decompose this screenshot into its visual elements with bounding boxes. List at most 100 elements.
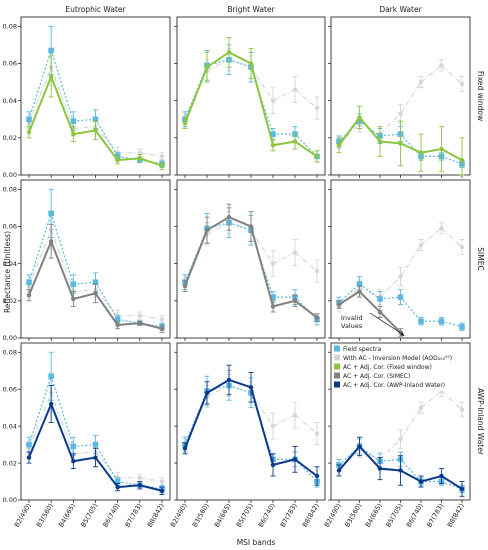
simec-point <box>248 224 254 229</box>
fixed-line <box>250 63 274 146</box>
simec-point <box>93 291 98 296</box>
inversion-line <box>206 384 230 398</box>
inversion-line <box>441 227 463 248</box>
x-tick-label: B6(740) <box>257 502 277 529</box>
awp-point <box>93 455 98 460</box>
y-tick-label: 0.06 <box>3 385 17 393</box>
annotation-text: Invalid Values <box>341 314 363 330</box>
simec-point <box>314 315 320 320</box>
field-point <box>114 316 121 323</box>
inversion-line <box>250 229 274 264</box>
inversion-line <box>272 251 296 265</box>
inversion-line <box>228 222 252 231</box>
awp-point <box>71 459 76 464</box>
inversion-line <box>294 414 318 434</box>
inversion-line <box>206 59 230 72</box>
inversion-line <box>420 64 442 83</box>
x-tick-label: B2(490) <box>323 502 343 529</box>
field-line <box>359 283 381 300</box>
awp-line <box>358 445 381 470</box>
inversion-line <box>50 392 74 455</box>
field-point <box>92 441 99 448</box>
y-tick-label: 0.04 <box>3 97 17 105</box>
awp-point <box>48 401 54 407</box>
y-tick-label: 0.02 <box>3 134 17 142</box>
inversion-point <box>459 407 465 412</box>
inversion-line <box>228 59 252 68</box>
awp-point <box>314 473 320 479</box>
simec-line <box>28 240 53 296</box>
field-point <box>114 478 121 485</box>
inversion-line <box>139 315 163 321</box>
fixed-line <box>228 51 252 65</box>
row-title: Fixed window <box>476 71 485 121</box>
field-point <box>26 441 32 448</box>
field-point <box>418 318 424 325</box>
fixed-line <box>50 76 75 135</box>
fixed-point <box>226 50 232 55</box>
simec-point <box>26 293 32 298</box>
x-tick-label: B7(783) <box>124 502 144 529</box>
field-line <box>28 213 52 283</box>
x-tick-label: B2(490) <box>13 502 33 529</box>
simec-point <box>48 239 54 244</box>
x-tick-label: B8(842) <box>301 502 321 529</box>
field-point <box>48 210 54 217</box>
fixed-point <box>159 163 165 168</box>
annotation-arrowhead <box>400 332 405 337</box>
field-point <box>397 294 404 300</box>
inversion-line <box>139 152 163 158</box>
simec-point <box>226 214 232 220</box>
inversion-point <box>418 79 424 85</box>
y-tick-label: 0.06 <box>3 60 17 68</box>
awp-line <box>73 456 96 463</box>
y-tick-label: 0.06 <box>3 223 17 231</box>
inversion-point <box>159 479 165 484</box>
simec-line <box>94 292 119 326</box>
fixed-line <box>420 147 442 154</box>
inversion-line <box>379 438 401 460</box>
fixed-line <box>294 140 318 158</box>
inversion-line <box>73 126 96 130</box>
fixed-line <box>206 51 230 69</box>
simec-line <box>294 300 318 319</box>
fixed-line <box>379 140 401 145</box>
simec-line <box>358 290 381 313</box>
legend-swatch-field <box>334 345 340 352</box>
inversion-line <box>250 66 274 101</box>
field-line <box>73 443 96 448</box>
x-tick-label: B6(740) <box>101 502 121 529</box>
legend-swatch-fixed <box>334 363 340 370</box>
inversion-point <box>292 87 298 92</box>
inversion-line <box>359 287 381 298</box>
fixed-point <box>292 139 298 144</box>
legend-swatch-inversion <box>334 354 340 361</box>
awp-line <box>184 392 208 449</box>
field-line <box>73 118 96 122</box>
y-axis-label: Reflectance (Unitless) <box>3 231 12 313</box>
fixed-point <box>26 130 32 135</box>
field-line <box>294 296 318 320</box>
awp-point <box>336 468 342 473</box>
field-line <box>94 281 119 320</box>
awp-point <box>159 488 165 493</box>
fixed-line <box>400 142 422 154</box>
simec-point <box>115 322 120 328</box>
fixed-point <box>137 156 143 161</box>
fixed-line <box>28 76 53 133</box>
field-point <box>270 294 276 300</box>
inversion-point <box>314 268 320 274</box>
field-line <box>50 50 74 122</box>
simec-point <box>336 302 342 307</box>
field-line <box>73 281 96 285</box>
field-line <box>441 320 463 328</box>
awp-line <box>294 458 318 477</box>
awp-point <box>377 466 383 471</box>
inversion-line <box>95 126 119 154</box>
inversion-point <box>398 111 403 116</box>
x-tick-label: B4(665) <box>213 502 233 529</box>
awp-line <box>250 387 274 466</box>
awp-point <box>137 483 143 488</box>
x-tick-label: B7(783) <box>425 502 445 529</box>
